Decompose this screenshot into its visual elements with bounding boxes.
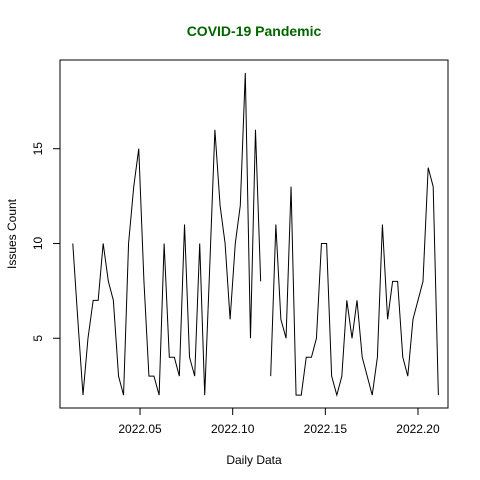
y-axis-label: Issues Count — [5, 198, 19, 269]
data-line — [72, 72, 439, 398]
y-tick-label: 15 — [31, 142, 45, 156]
x-axis-label: Daily Data — [226, 453, 282, 467]
x-tick-label: 2022.15 — [304, 422, 348, 436]
x-tick-label: 2022.20 — [396, 422, 440, 436]
plot-box — [59, 59, 449, 409]
y-tick-label: 10 — [31, 236, 45, 250]
y-tick-label: 5 — [31, 335, 45, 342]
chart-title: COVID-19 Pandemic — [187, 23, 322, 39]
x-tick-label: 2022.10 — [211, 422, 255, 436]
x-tick-label: 2022.05 — [118, 422, 162, 436]
